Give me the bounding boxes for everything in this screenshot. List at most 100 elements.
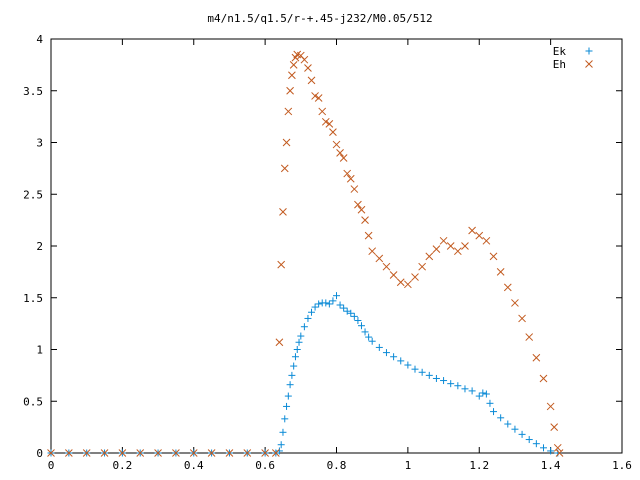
legend-label-ek: Ek	[553, 45, 567, 58]
data-point-eh	[189, 449, 198, 457]
data-point-ek	[511, 425, 519, 433]
data-point-ek	[418, 368, 426, 376]
data-point-eh	[154, 449, 162, 457]
data-point-ek	[547, 447, 555, 455]
data-point-ek	[293, 346, 301, 353]
y-tick-label: 3	[36, 137, 43, 150]
y-tick-label: 0.5	[23, 395, 43, 408]
data-point-eh	[382, 262, 391, 271]
data-point-eh	[532, 353, 541, 362]
data-point-eh	[261, 449, 269, 457]
data-point-ek	[518, 430, 526, 438]
data-point-ek	[368, 337, 376, 345]
data-point-eh	[546, 402, 555, 411]
data-point-ek	[283, 402, 291, 410]
x-tick-label: 0.4	[184, 459, 204, 472]
data-point-eh	[446, 242, 455, 250]
data-point-eh	[357, 205, 366, 214]
x-tick-label: 1.4	[541, 459, 561, 472]
data-point-eh	[343, 169, 352, 178]
data-point-eh	[425, 252, 434, 261]
data-point-eh	[432, 245, 441, 253]
y-tick-label: 1.5	[23, 292, 43, 305]
x-tick-label: 1.2	[469, 459, 489, 472]
data-point-eh	[118, 449, 127, 457]
data-point-eh	[329, 128, 337, 137]
data-point-eh	[136, 449, 145, 457]
data-point-ek	[532, 440, 540, 448]
legend-marker-eh	[585, 60, 593, 68]
data-point-eh	[172, 449, 180, 457]
series-eh	[47, 50, 564, 457]
data-point-ek	[329, 297, 337, 305]
data-point-eh	[311, 92, 319, 100]
data-point-eh	[496, 268, 505, 276]
data-point-eh	[525, 333, 534, 341]
data-point-eh	[350, 185, 359, 193]
data-point-eh	[354, 200, 362, 209]
data-point-eh	[555, 449, 564, 457]
data-point-eh	[553, 443, 562, 452]
data-point-ek	[277, 441, 285, 449]
x-tick-label: 0.8	[327, 459, 347, 472]
data-point-ek	[411, 365, 419, 373]
data-point-ek	[404, 361, 412, 369]
data-point-eh	[286, 86, 294, 95]
x-tick-label: 0.6	[255, 459, 275, 472]
data-point-ek	[504, 420, 512, 428]
data-point-eh	[307, 76, 316, 85]
data-point-eh	[282, 138, 291, 147]
data-point-eh	[100, 449, 109, 457]
data-point-eh	[503, 283, 512, 292]
data-point-eh	[418, 262, 427, 271]
data-point-eh	[64, 449, 73, 457]
data-point-eh	[288, 71, 296, 80]
plot-frame	[50, 38, 623, 454]
data-point-eh	[539, 374, 548, 383]
data-point-eh	[318, 107, 327, 116]
data-point-ek	[291, 353, 299, 361]
data-point-eh	[225, 449, 234, 457]
data-point-ek	[325, 300, 333, 308]
data-point-ek	[297, 332, 305, 340]
data-point-ek	[432, 374, 440, 382]
data-point-eh	[277, 260, 286, 269]
data-point-eh	[404, 280, 412, 289]
data-point-ek	[286, 381, 294, 389]
legend-marker-ek	[585, 47, 593, 55]
data-point-ek	[288, 371, 296, 379]
chart-title: m4/n1.5/q1.5/r-+.45-j232/M0.05/512	[207, 12, 432, 25]
legend-label-eh: Eh	[553, 58, 566, 71]
data-point-ek	[490, 408, 498, 416]
data-point-ek	[397, 357, 405, 365]
data-point-eh	[279, 207, 287, 216]
y-tick-label: 1	[36, 344, 43, 357]
data-point-ek	[382, 349, 390, 357]
data-point-ek	[482, 390, 490, 398]
data-point-eh	[439, 236, 448, 245]
data-point-ek	[479, 389, 487, 397]
data-point-ek	[361, 328, 369, 336]
data-point-eh	[304, 64, 312, 72]
data-point-eh	[336, 148, 344, 157]
data-point-ek	[461, 385, 469, 393]
data-point-eh	[271, 449, 280, 457]
data-point-ek	[295, 338, 303, 346]
data-point-ek	[343, 307, 351, 315]
axes: 0 0.2 0.4 0.6 0.8 1 1.2 1.4 1.6 0 0.5 1 1.5 2 2.5 3 3.5 4	[23, 33, 632, 472]
data-point-ek	[304, 314, 312, 322]
data-point-eh	[489, 252, 498, 261]
data-point-ek	[347, 309, 355, 317]
data-point-eh	[284, 107, 293, 116]
data-point-ek	[454, 382, 462, 390]
y-tick-label: 2	[36, 240, 43, 253]
data-point-ek	[447, 380, 455, 388]
data-point-eh	[325, 120, 334, 128]
data-point-ek	[284, 392, 292, 400]
data-point-eh	[314, 94, 323, 102]
x-tick-label: 0.2	[112, 459, 132, 472]
series-ek	[47, 292, 562, 457]
data-point-eh	[339, 154, 348, 162]
data-point-eh	[453, 247, 462, 256]
